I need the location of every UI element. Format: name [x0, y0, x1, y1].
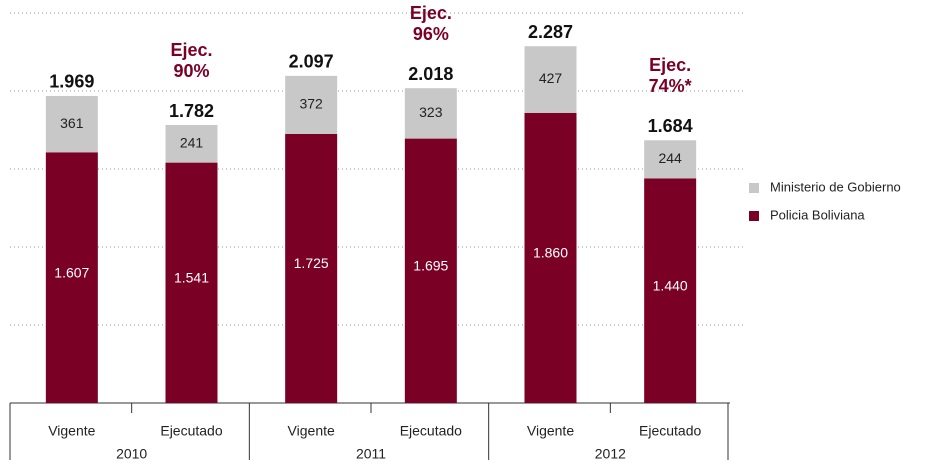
bar-segment: [404, 138, 457, 403]
bar-segment: [45, 152, 98, 403]
total-label: 2.287: [528, 22, 573, 42]
legend-swatch: [749, 211, 759, 221]
bar-segment: [165, 125, 218, 163]
annotation: Ejec.: [170, 40, 212, 60]
total-label: 1.969: [49, 72, 94, 92]
group-label: 2010: [116, 446, 147, 462]
bar-segment: [644, 140, 697, 179]
segment-label: 241: [180, 135, 204, 151]
x-tick-label: Vigente: [527, 423, 574, 439]
segment-label: 1.860: [533, 245, 568, 261]
bar-segment: [524, 46, 577, 113]
bar-segment: [524, 112, 577, 403]
total-label: 2.097: [289, 52, 334, 72]
x-tick-label: Ejecutado: [400, 423, 462, 439]
bar-segment: [285, 75, 338, 134]
bar-segment: [644, 178, 697, 403]
annotation: 74%*: [649, 76, 692, 96]
annotation: 90%: [173, 61, 209, 81]
segment-label: 427: [539, 70, 563, 86]
annotation: Ejec.: [649, 55, 691, 75]
bar-segment: [285, 133, 338, 403]
x-tick-label: Vigente: [48, 423, 95, 439]
legend-label: Policia Boliviana: [770, 207, 865, 222]
legend-swatch: [749, 183, 759, 193]
annotation: Ejec.: [410, 3, 452, 23]
segment-label: 372: [299, 96, 323, 112]
bar-segment: [45, 95, 98, 153]
segment-label: 244: [658, 150, 682, 166]
total-label: 1.782: [169, 101, 214, 121]
segment-label: 361: [60, 115, 84, 131]
segment-label: 1.607: [54, 264, 89, 280]
total-label: 1.684: [648, 116, 693, 136]
total-label: 2.018: [408, 64, 453, 84]
x-tick-label: Ejecutado: [160, 423, 222, 439]
segment-label: 1.541: [174, 270, 209, 286]
segment-label: 1.440: [653, 277, 688, 293]
bar-segment: [165, 162, 218, 403]
segment-label: 1.725: [294, 255, 329, 271]
group-label: 2012: [595, 446, 626, 462]
group-label: 2011: [356, 446, 386, 462]
segment-label: 1.695: [413, 257, 448, 273]
x-tick-label: Vigente: [288, 423, 335, 439]
segment-label: 323: [419, 104, 443, 120]
annotation: 96%: [413, 24, 449, 44]
bar-segment: [404, 88, 457, 139]
legend-label: Ministerio de Gobierno: [770, 179, 901, 194]
x-tick-label: Ejecutado: [639, 423, 701, 439]
